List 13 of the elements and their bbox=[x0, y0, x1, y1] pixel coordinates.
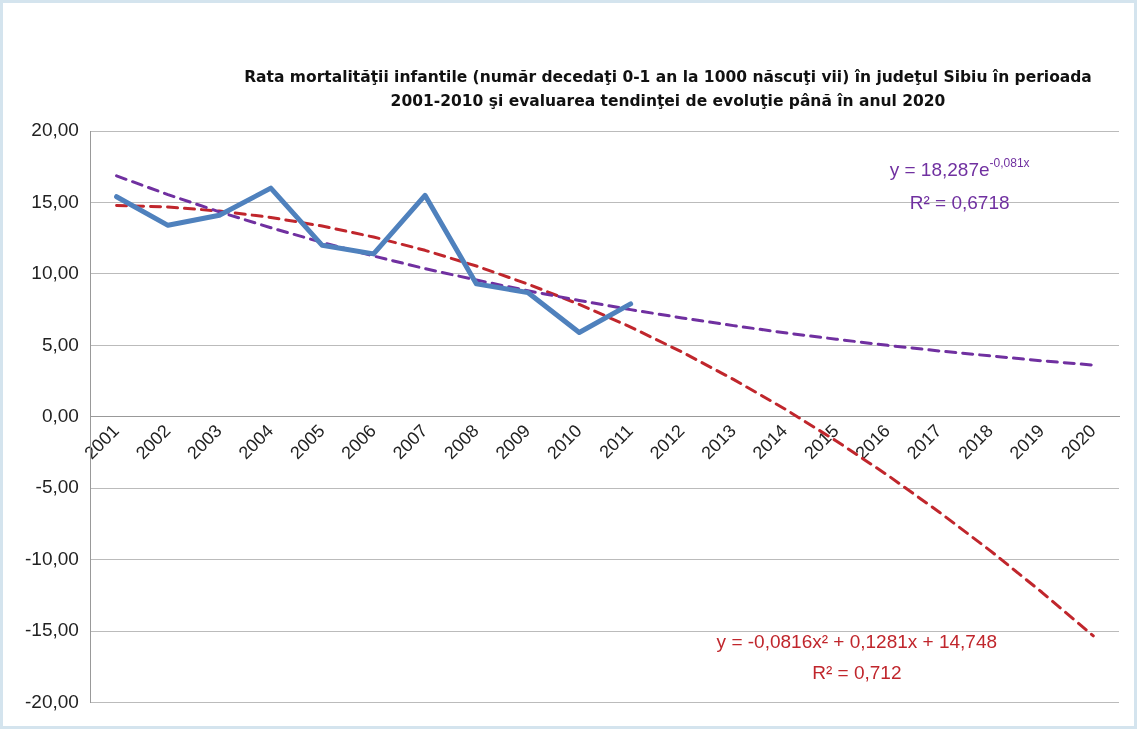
chart-title: Rata mortalităţii infantile (număr decedaţi 0-1 an la 1000 născuţi vii) în judeţul Sibiu în perioada 2001-2010 şi evaluarea tendinţei de evoluţie până în anul 2020 bbox=[243, 67, 1093, 112]
y-tick-label: -10,00 bbox=[25, 547, 79, 569]
y-tick-label: 0,00 bbox=[41, 405, 79, 427]
y-tick-label: 15,00 bbox=[31, 190, 79, 212]
y-tick-label: -20,00 bbox=[25, 690, 79, 712]
annotation: y = -0,0816x² + 0,1281x + 14,748 bbox=[716, 630, 998, 652]
y-tick-label: 5,00 bbox=[41, 333, 79, 355]
y-tick-label: -15,00 bbox=[25, 619, 79, 641]
y-tick-label: 20,00 bbox=[31, 119, 79, 141]
y-tick-label: -5,00 bbox=[35, 476, 79, 498]
annotation: R² = 0,6718 bbox=[909, 192, 1010, 214]
y-tick-label: 10,00 bbox=[31, 262, 79, 284]
annotation: R² = 0,712 bbox=[812, 662, 902, 684]
